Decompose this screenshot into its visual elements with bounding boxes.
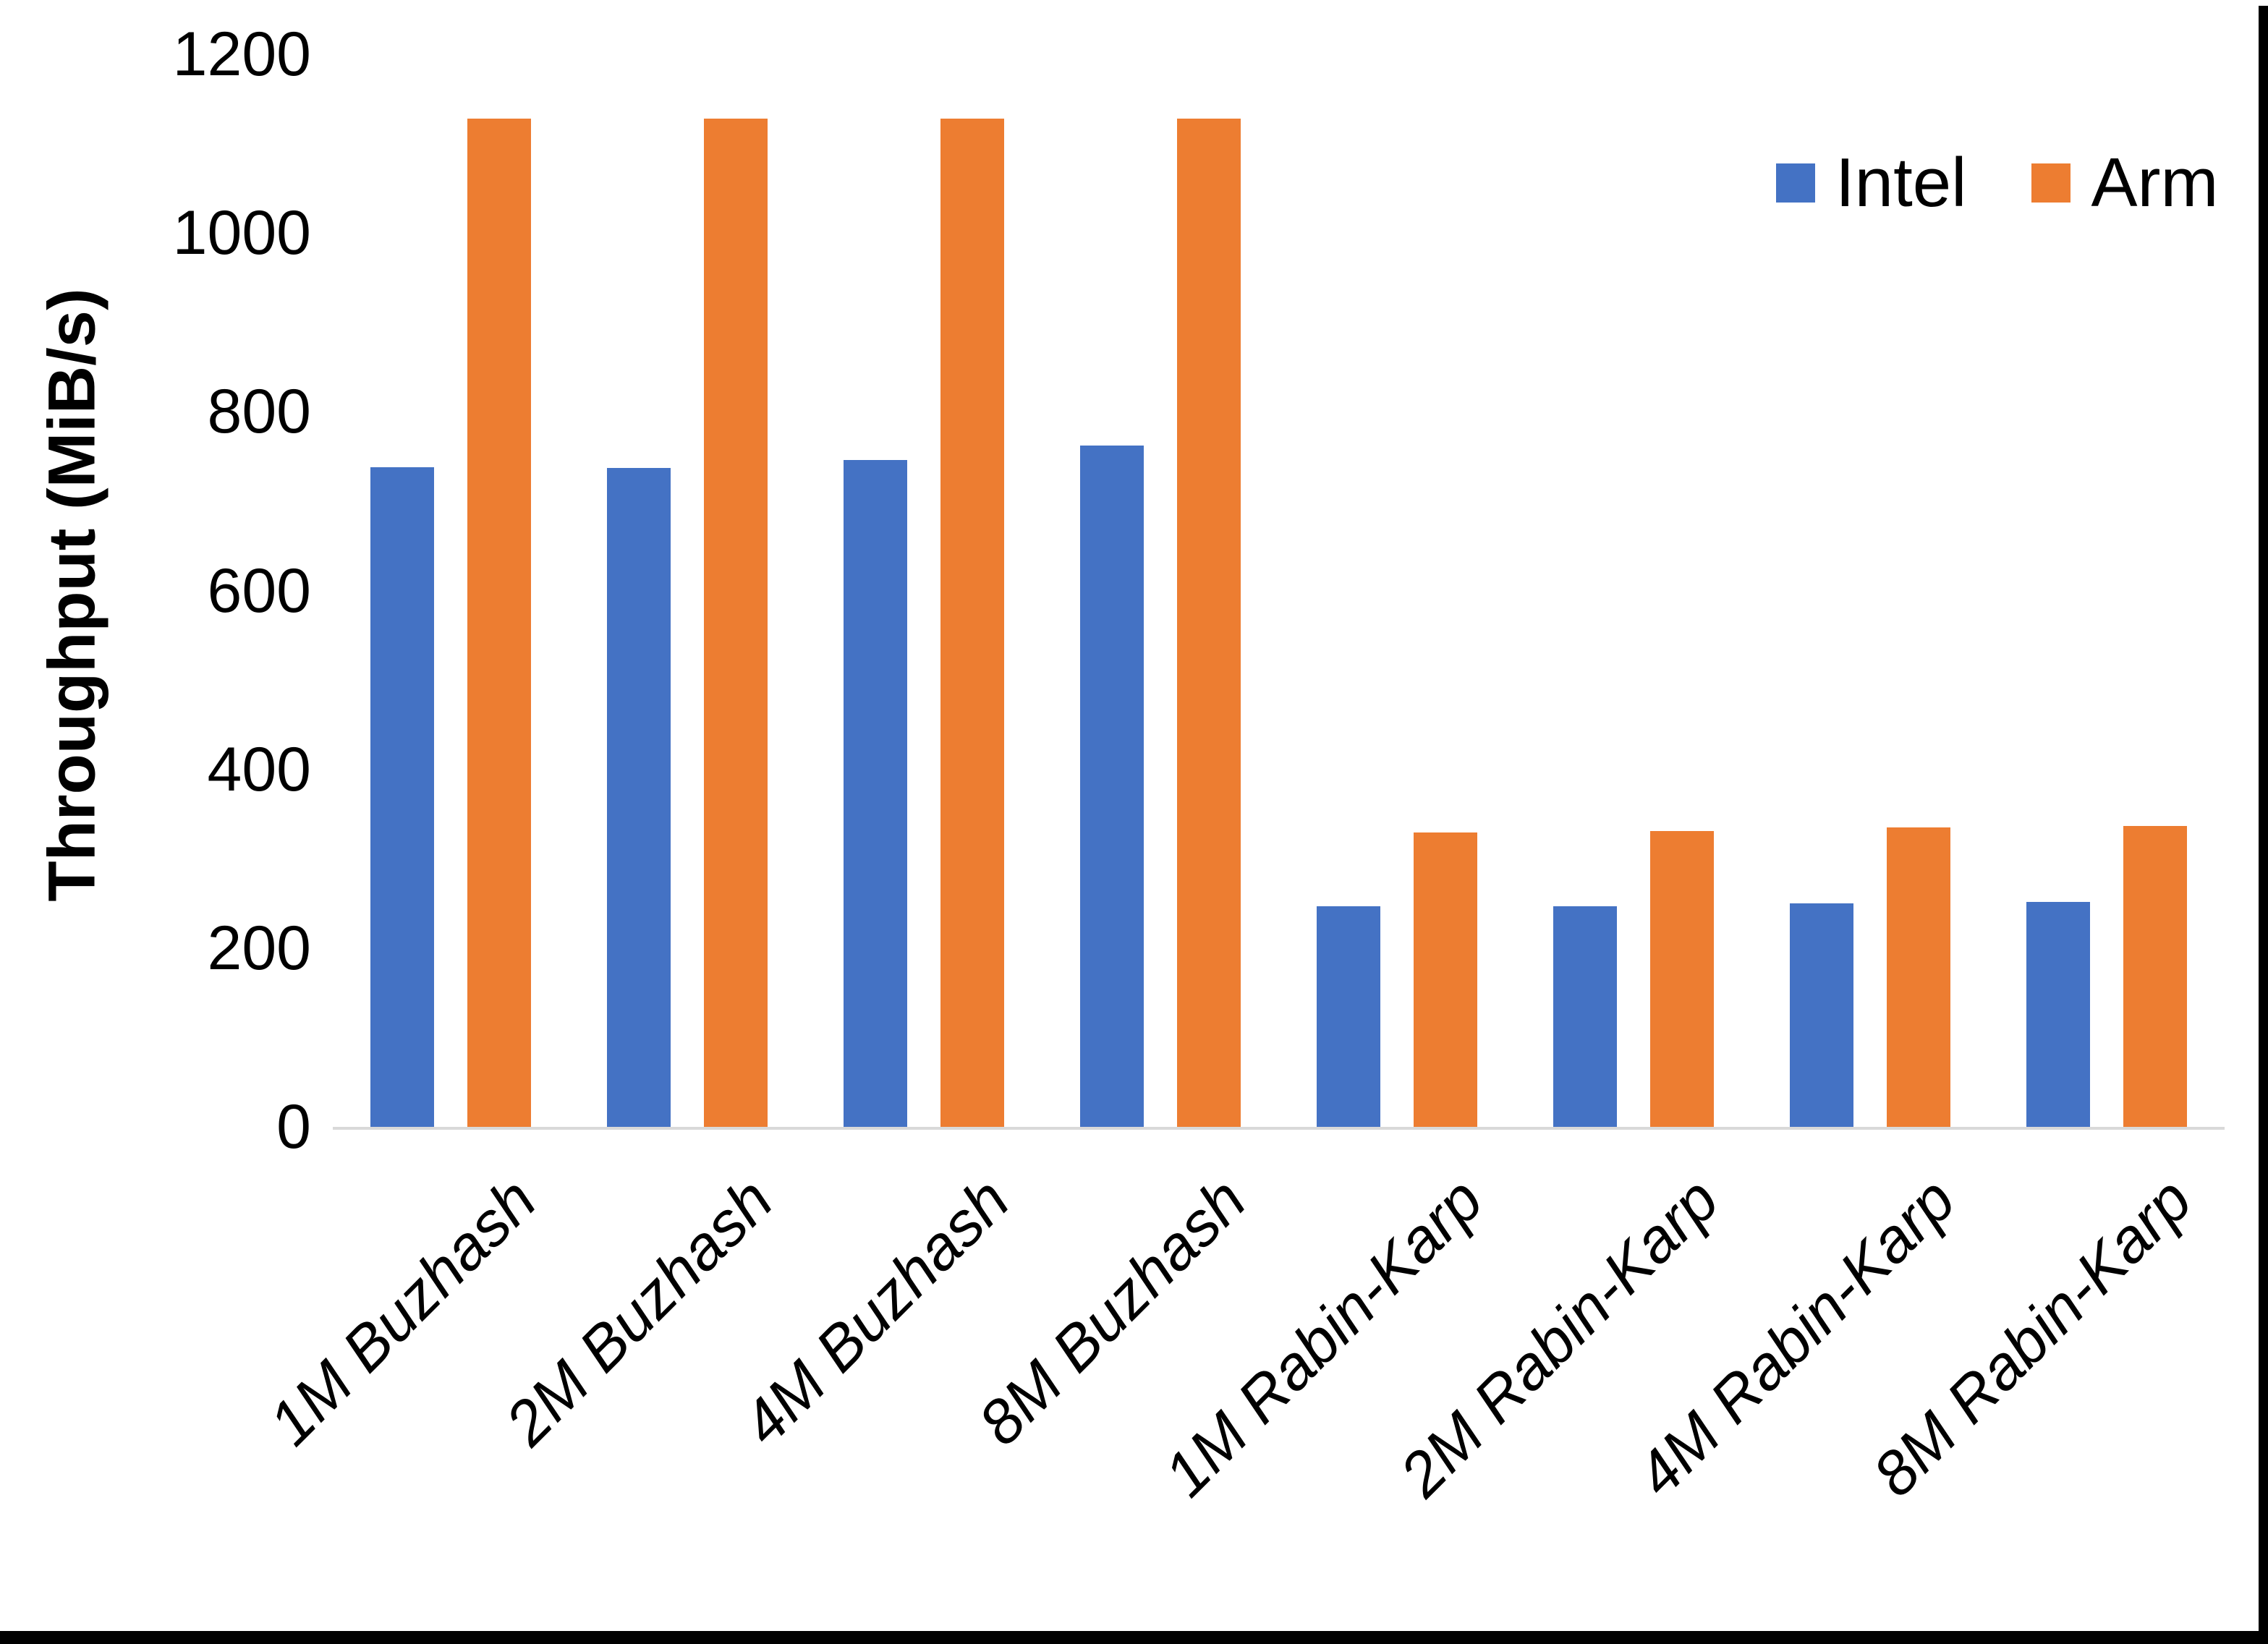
window-border-bottom bbox=[0, 1631, 2268, 1644]
y-tick-label-600: 600 bbox=[207, 555, 312, 626]
bar-arm-1m-rabin-karp bbox=[1414, 832, 1477, 1127]
bar-arm-4m-buzhash bbox=[940, 119, 1004, 1127]
bar-intel-4m-buzhash bbox=[844, 460, 907, 1127]
bar-arm-8m-rabin-karp bbox=[2123, 826, 2187, 1127]
bar-intel-2m-buzhash bbox=[607, 468, 671, 1127]
y-tick-label-1000: 1000 bbox=[172, 198, 311, 268]
y-tick-label-800: 800 bbox=[207, 377, 312, 447]
bar-arm-2m-buzhash bbox=[704, 119, 768, 1127]
legend-entry-intel: Intel bbox=[1776, 148, 1966, 218]
legend-label-arm: Arm bbox=[2091, 144, 2219, 221]
bar-intel-8m-rabin-karp bbox=[2026, 902, 2090, 1127]
legend-label-intel: Intel bbox=[1835, 144, 1967, 221]
bar-intel-8m-buzhash bbox=[1080, 446, 1144, 1127]
bar-intel-4m-rabin-karp bbox=[1790, 903, 1853, 1127]
legend-swatch-intel bbox=[1776, 163, 1815, 203]
bar-arm-4m-rabin-karp bbox=[1887, 827, 1950, 1127]
y-tick-label-1200: 1200 bbox=[172, 20, 311, 89]
y-tick-label-400: 400 bbox=[207, 734, 312, 804]
bar-intel-1m-rabin-karp bbox=[1317, 906, 1380, 1127]
legend: Intel Arm bbox=[1776, 148, 2218, 218]
bar-arm-1m-buzhash bbox=[467, 119, 531, 1127]
x-axis-line bbox=[333, 1127, 2225, 1130]
legend-swatch-arm bbox=[2031, 163, 2071, 203]
bar-intel-1m-buzhash bbox=[370, 467, 434, 1127]
bar-intel-2m-rabin-karp bbox=[1553, 906, 1617, 1127]
window-border-right bbox=[2259, 6, 2268, 1644]
y-tick-label-0: 0 bbox=[276, 1092, 311, 1162]
y-tick-label-200: 200 bbox=[207, 913, 312, 983]
bar-arm-8m-buzhash bbox=[1177, 119, 1241, 1127]
bar-arm-2m-rabin-karp bbox=[1650, 831, 1714, 1127]
legend-entry-arm: Arm bbox=[2031, 148, 2218, 218]
